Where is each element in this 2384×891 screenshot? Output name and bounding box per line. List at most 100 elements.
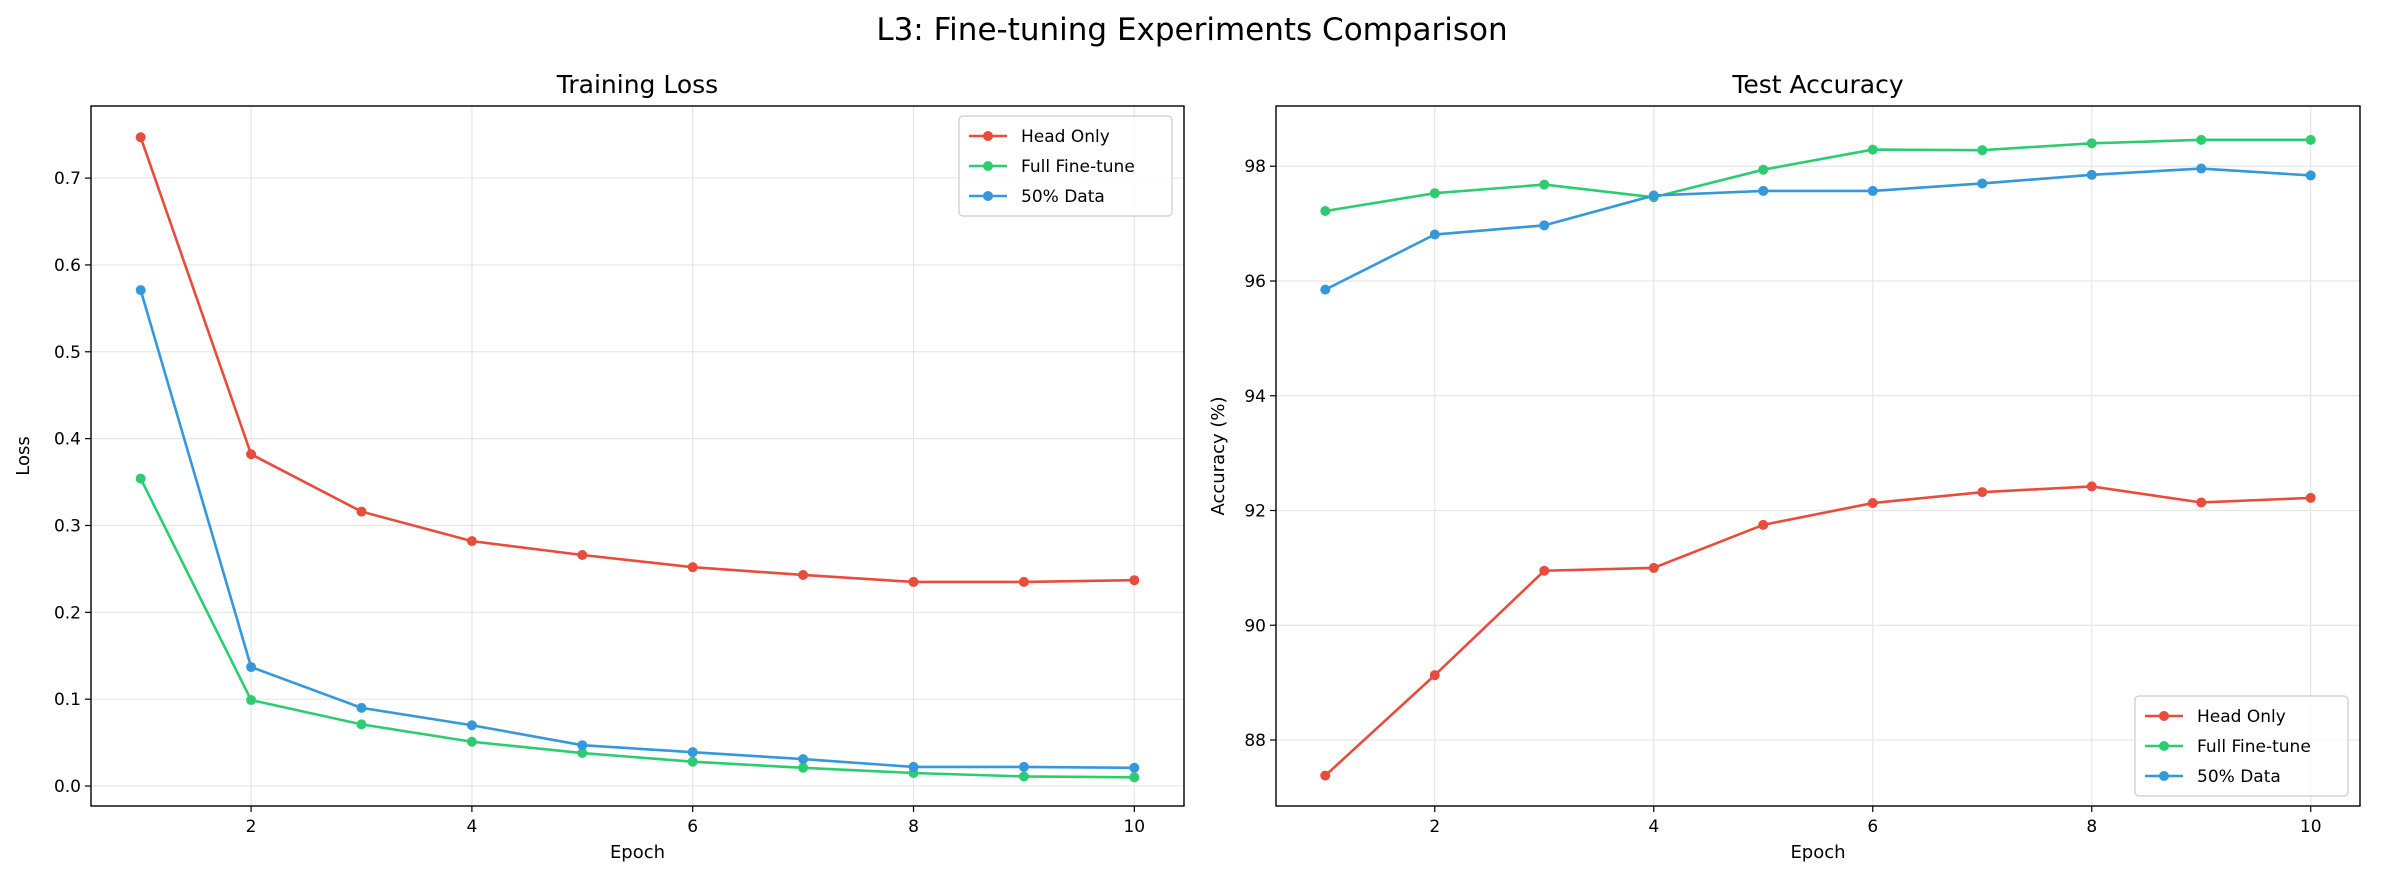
y-tick-label: 0.3 bbox=[54, 516, 81, 536]
x-tick-label: 6 bbox=[1867, 817, 1878, 837]
y-axis-label: Accuracy (%) bbox=[1208, 396, 1229, 515]
data-point bbox=[1320, 206, 1331, 216]
data-point bbox=[1867, 498, 1878, 509]
data-point bbox=[577, 740, 588, 751]
data-point bbox=[466, 736, 477, 747]
data-point bbox=[798, 754, 809, 765]
y-tick-label: 0.0 bbox=[54, 777, 81, 797]
data-point bbox=[1129, 772, 1140, 783]
data-point bbox=[2196, 134, 2207, 145]
data-point bbox=[687, 756, 698, 767]
data-point bbox=[687, 747, 698, 758]
data-point bbox=[1429, 670, 1440, 681]
x-axis-label: Epoch bbox=[610, 842, 665, 863]
legend-marker bbox=[983, 161, 993, 171]
y-tick-label: 0.6 bbox=[54, 256, 81, 276]
data-point bbox=[466, 720, 477, 731]
data-point bbox=[1018, 771, 1029, 782]
legend-marker bbox=[983, 131, 993, 141]
data-point bbox=[1977, 178, 1988, 189]
data-point bbox=[908, 576, 919, 587]
x-tick-label: 10 bbox=[2300, 817, 2322, 837]
legend-box bbox=[2134, 695, 2349, 797]
x-tick-label: 8 bbox=[2086, 817, 2097, 837]
data-point bbox=[1018, 576, 1029, 587]
x-tick-label: 4 bbox=[1648, 817, 1659, 837]
data-point bbox=[1320, 284, 1331, 295]
y-tick-label: 90 bbox=[1244, 616, 1266, 636]
y-tick-label: 88 bbox=[1244, 731, 1266, 751]
data-point bbox=[798, 762, 809, 773]
x-tick-label: 4 bbox=[466, 817, 477, 837]
data-point bbox=[1977, 487, 1988, 498]
series-line-head-only bbox=[139, 136, 1135, 584]
data-point bbox=[1129, 575, 1140, 586]
legend-label: Head Only bbox=[1021, 127, 1110, 147]
series-line-head-only bbox=[1324, 485, 2311, 777]
figure-suptitle: L3: Fine-tuning Experiments Comparison bbox=[876, 12, 1507, 48]
training-loss-chart: 2 4 6 8 10 0.0 0.1 0.2 0.3 0.4 0.5 0.6 0.7 Training L… bbox=[13, 70, 1185, 863]
data-point bbox=[2305, 170, 2316, 181]
data-point bbox=[1977, 145, 1988, 156]
y-tick-label: 0.5 bbox=[54, 343, 81, 363]
legend-label: Full Fine-tune bbox=[1021, 157, 1135, 177]
data-point bbox=[1867, 144, 1878, 155]
series-line-full-fine-tune bbox=[139, 478, 1135, 779]
legend-label: Head Only bbox=[2197, 707, 2286, 727]
data-point bbox=[1018, 761, 1029, 772]
data-point bbox=[1758, 164, 1769, 175]
data-point bbox=[246, 695, 257, 706]
data-point bbox=[1648, 562, 1659, 573]
legend-marker bbox=[2159, 771, 2169, 781]
data-point bbox=[356, 702, 367, 713]
data-point bbox=[687, 562, 698, 573]
legend-box bbox=[958, 115, 1173, 217]
legend-label: Full Fine-tune bbox=[2197, 737, 2311, 757]
series-line-50-data bbox=[139, 289, 1135, 770]
y-tick-label: 0.2 bbox=[54, 603, 81, 623]
y-tick-label: 92 bbox=[1244, 502, 1266, 522]
data-point bbox=[135, 473, 146, 484]
legend-marker bbox=[2159, 741, 2169, 751]
data-point bbox=[1648, 190, 1659, 201]
legend: Head Only Full Fine-tune 50% Data bbox=[958, 115, 1173, 217]
y-tick-label: 0.4 bbox=[54, 430, 81, 450]
data-point bbox=[2305, 134, 2316, 145]
y-tick-label: 0.7 bbox=[54, 169, 81, 189]
data-point bbox=[1539, 179, 1550, 190]
data-point bbox=[2086, 481, 2097, 492]
data-point bbox=[1539, 220, 1550, 231]
test-accuracy-chart: 2 4 6 8 10 88 90 92 94 96 98 Test Accuracy Epoch Accu… bbox=[1208, 70, 2361, 863]
data-point bbox=[1758, 185, 1769, 196]
series-line-full-fine-tune bbox=[1325, 138, 2311, 213]
x-tick-label: 8 bbox=[908, 817, 919, 837]
data-point bbox=[2196, 163, 2207, 174]
data-point bbox=[466, 536, 477, 547]
data-point bbox=[798, 569, 809, 580]
legend-label: 50% Data bbox=[2197, 767, 2281, 787]
x-tick-label: 6 bbox=[687, 817, 698, 837]
x-tick-label: 10 bbox=[1123, 817, 1145, 837]
data-point bbox=[1429, 188, 1440, 199]
legend-marker bbox=[2159, 711, 2169, 721]
data-point bbox=[1867, 185, 1878, 196]
y-tick-label: 98 bbox=[1244, 157, 1266, 177]
y-tick-label: 94 bbox=[1244, 387, 1266, 407]
legend-label: 50% Data bbox=[1021, 187, 1105, 207]
data-point bbox=[2196, 497, 2207, 508]
data-point bbox=[246, 662, 257, 673]
y-axis-label: Loss bbox=[13, 436, 34, 475]
data-point bbox=[356, 506, 367, 517]
data-point bbox=[1429, 229, 1440, 240]
data-point bbox=[2086, 169, 2097, 180]
data-point bbox=[577, 748, 588, 759]
axes-frame bbox=[90, 105, 1185, 807]
data-point bbox=[908, 761, 919, 772]
chart-title: Training Loss bbox=[556, 70, 718, 99]
x-tick-label: 2 bbox=[1429, 817, 1440, 837]
x-axis-label: Epoch bbox=[1790, 842, 1845, 863]
y-tick-label: 96 bbox=[1244, 272, 1266, 292]
data-point bbox=[1129, 762, 1140, 773]
data-point bbox=[1758, 519, 1769, 530]
